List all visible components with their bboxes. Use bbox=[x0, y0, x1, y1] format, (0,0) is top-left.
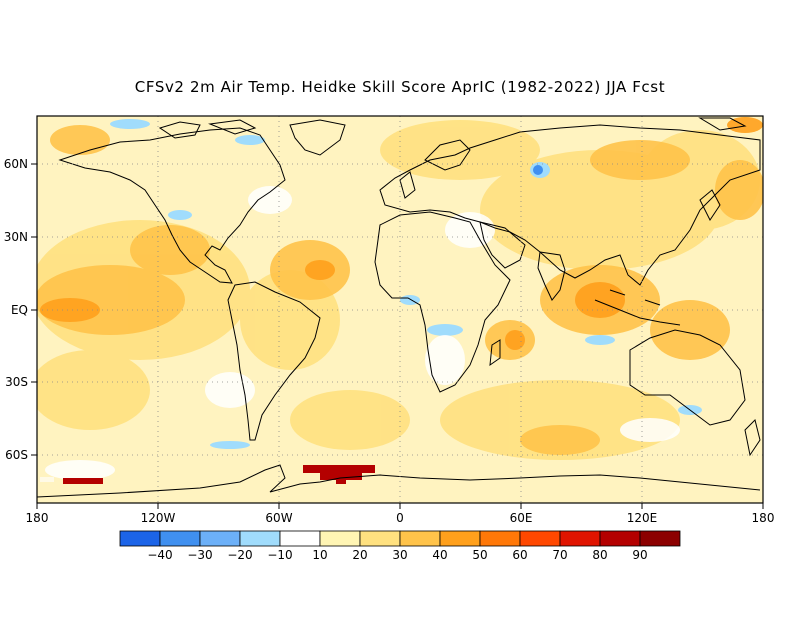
lon-tick-label: 60W bbox=[265, 511, 292, 525]
lon-tick-label: 60E bbox=[510, 511, 533, 525]
colorbar-swatch bbox=[639, 530, 681, 547]
colorbar-label: −10 bbox=[267, 548, 292, 562]
colorbar-swatch bbox=[279, 530, 321, 547]
lon-tick-label: 180 bbox=[26, 511, 49, 525]
colorbar-label: 40 bbox=[432, 548, 447, 562]
lat-tick-label: 60N bbox=[4, 157, 28, 171]
lat-tick-label: 30N bbox=[4, 230, 28, 244]
lat-tick-label: 60S bbox=[5, 448, 28, 462]
colorbar-swatch bbox=[119, 530, 161, 547]
colorbar-swatch bbox=[599, 530, 641, 547]
colorbar-swatch bbox=[439, 530, 481, 547]
colorbar-label: 70 bbox=[552, 548, 567, 562]
colorbar-label: −20 bbox=[227, 548, 252, 562]
tick-marks bbox=[31, 163, 764, 509]
colorbar-label: −40 bbox=[147, 548, 172, 562]
colorbar-swatch bbox=[159, 530, 201, 547]
colorbar-swatch bbox=[359, 530, 401, 547]
coastlines bbox=[37, 117, 761, 498]
colorbar-legend: −40 −30 −20 −10 10 20 30 40 50 60 70 80 90 bbox=[119, 530, 681, 562]
lon-tick-label: 0 bbox=[396, 511, 404, 525]
gridlines bbox=[37, 116, 763, 503]
colorbar-swatch bbox=[319, 530, 361, 547]
map-title: CFSv2 2m Air Temp. Heidke Skill Score Ap… bbox=[134, 78, 666, 96]
colorbar-swatch bbox=[399, 530, 441, 547]
colorbar-label: 10 bbox=[312, 548, 327, 562]
colorbar-label: 90 bbox=[632, 548, 647, 562]
lon-tick-label: 180 bbox=[752, 511, 775, 525]
colorbar-label: 60 bbox=[512, 548, 527, 562]
field-patch-strong-negative bbox=[533, 165, 543, 175]
field-high-skill bbox=[63, 465, 375, 484]
lat-labels: 60N 30N EQ 30S 60S bbox=[4, 157, 28, 462]
colorbar-label: 20 bbox=[352, 548, 367, 562]
skill-field bbox=[37, 116, 763, 503]
colorbar-label: −30 bbox=[187, 548, 212, 562]
colorbar-label: 30 bbox=[392, 548, 407, 562]
patch-weddell bbox=[303, 465, 375, 473]
field-near-zero bbox=[45, 186, 680, 480]
lon-tick-label: 120E bbox=[627, 511, 658, 525]
colorbar-swatch bbox=[239, 530, 281, 547]
colorbar-swatch bbox=[479, 530, 521, 547]
lon-tick-label: 120W bbox=[141, 511, 176, 525]
lon-labels: 180 120W 60W 0 60E 120E 180 bbox=[26, 511, 775, 525]
patch-ross bbox=[63, 478, 103, 484]
lat-tick-label: EQ bbox=[11, 303, 28, 317]
colorbar-label: 80 bbox=[592, 548, 607, 562]
colorbar-swatch bbox=[199, 530, 241, 547]
colorbar-label: 50 bbox=[472, 548, 487, 562]
colorbar-swatch bbox=[519, 530, 561, 547]
lat-tick-label: 30S bbox=[5, 375, 28, 389]
colorbar-swatch bbox=[559, 530, 601, 547]
